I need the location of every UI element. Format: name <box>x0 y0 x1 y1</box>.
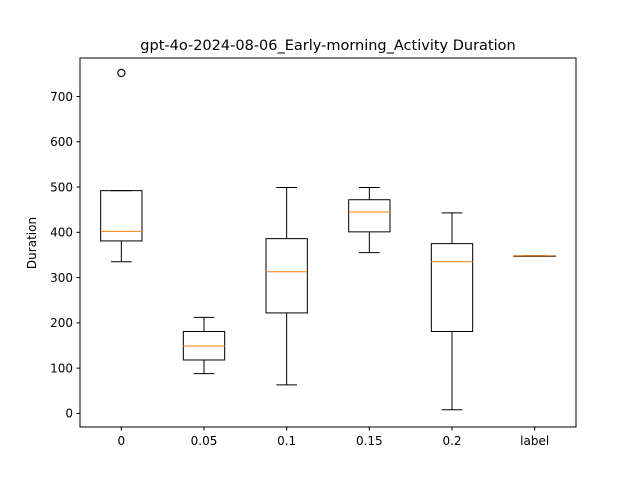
x-tick-label: 0 <box>118 434 126 448</box>
box-3-iqr-box <box>265 238 308 314</box>
box-5-iqr-box <box>430 243 474 332</box>
y-tick-label: 400 <box>50 226 73 240</box>
y-axis-label: Duration <box>25 217 39 269</box>
x-tick-label: 0.05 <box>191 434 218 448</box>
y-tick-label: 700 <box>50 90 73 104</box>
y-tick-label: 600 <box>50 135 73 149</box>
plot-frame <box>79 57 577 428</box>
x-tick-label: label <box>520 434 549 448</box>
x-tick-label: 0.2 <box>442 434 461 448</box>
y-tick-label: 0 <box>65 407 73 421</box>
x-tick-label: 0.1 <box>277 434 296 448</box>
box-1-iqr-box <box>100 190 143 242</box>
chart-title: gpt-4o-2024-08-06_Early-morning_Activity… <box>140 38 515 54</box>
y-tick-label: 100 <box>50 361 73 375</box>
y-tick-label: 500 <box>50 180 73 194</box>
y-tick-label: 200 <box>50 316 73 330</box>
y-tick-label: 300 <box>50 271 73 285</box>
box-4-iqr-box <box>348 199 391 233</box>
x-tick-label: 0.15 <box>356 434 383 448</box>
box-1-outlier-point <box>117 68 126 78</box>
plot-area: 0 100 200 300 400 500 600 700 0 0.05 0.1 0.15 0.2 lab… <box>50 57 577 448</box>
